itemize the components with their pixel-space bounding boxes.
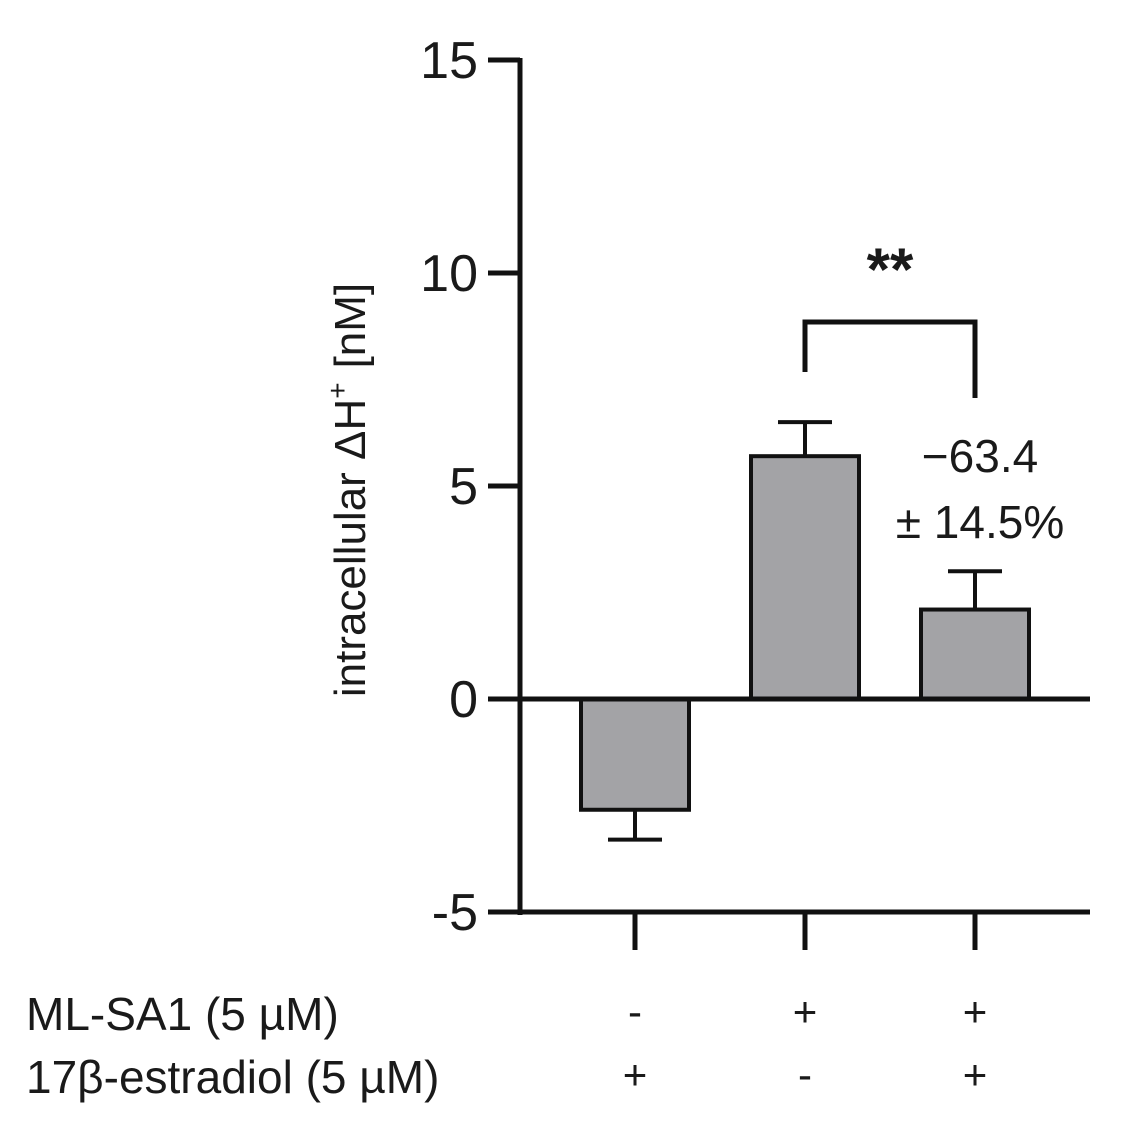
bars [579,420,1031,842]
significance-bracket: ** [802,236,978,398]
significance-label: ** [867,236,914,303]
y-tick-label: -5 [432,884,478,942]
condition-sign: + [793,988,818,1035]
condition-sign: + [963,988,988,1035]
condition-sign: + [623,1051,648,1098]
y-tick-label: 0 [449,671,478,729]
percent-change-annotation: −63.4 ± 14.5% [896,430,1064,548]
condition-label: ML-SA1 (5 µM) [26,988,339,1040]
condition-table: ML-SA1 (5 µM) - + +17β-estradiol (5 µM) + - + [26,988,987,1103]
bar [919,607,1031,701]
y-axis-label: intracellular ΔH+[nM] [322,283,375,697]
condition-sign: - [628,988,642,1035]
annotation-line-1: −63.4 [922,430,1038,482]
bar [579,697,691,812]
y-tick-label: 15 [420,32,478,90]
bracket-line [802,319,978,398]
y-tick-label: 5 [449,458,478,516]
condition-sign: - [798,1051,812,1098]
x-axis [488,696,1090,950]
condition-sign: + [963,1051,988,1098]
y-axis: 15 10 5 0 -5 [420,32,523,942]
annotation-line-2: ± 14.5% [896,496,1064,548]
bar [749,454,861,701]
y-tick-label: 10 [420,245,478,303]
condition-label: 17β-estradiol (5 µM) [26,1051,439,1103]
